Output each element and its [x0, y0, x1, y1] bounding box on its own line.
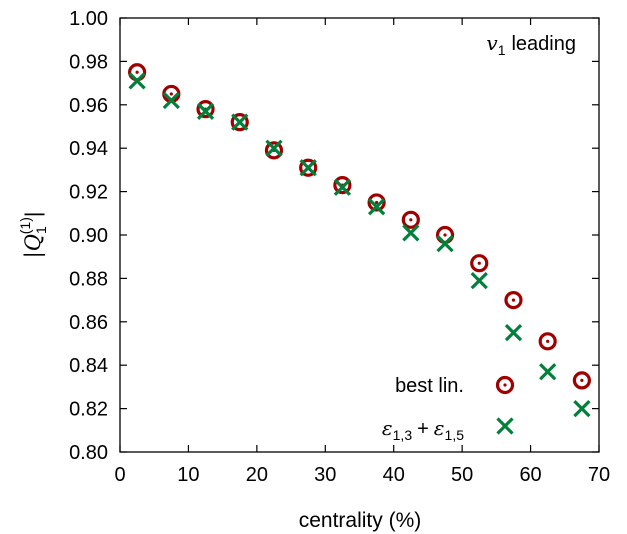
point-eps [496, 417, 514, 435]
point-eps [504, 324, 523, 342]
legend: best lin. ε1,3 + ε1,5 [382, 375, 515, 443]
legend-marker-eps [496, 417, 514, 435]
point-eps [128, 72, 146, 90]
point-eps [162, 91, 180, 110]
point-best-lin [367, 193, 386, 212]
x-tick-label: 0 [114, 464, 125, 486]
y-tick-label: 0.96 [69, 95, 108, 117]
legend-label-best-lin: best lin. [395, 375, 464, 397]
point-best-lin [470, 254, 489, 273]
plot-frame [119, 17, 600, 453]
x-tick-label: 60 [519, 464, 541, 486]
y-tick-label: 0.84 [69, 355, 108, 377]
x-tick-label: 30 [314, 464, 336, 486]
y-tick-label: 0.98 [69, 51, 108, 73]
legend-marker-best-lin [495, 375, 515, 395]
point-eps [265, 139, 283, 157]
y-tick-label: 0.80 [69, 442, 108, 464]
point-eps [402, 224, 420, 242]
point-best-lin [538, 332, 557, 351]
x-axis-label: centrality (%) [299, 509, 422, 532]
x-tick-label: 40 [383, 464, 405, 486]
x-tick-label: 20 [246, 464, 268, 486]
annotation: v1 leading [486, 31, 576, 58]
data-marks [128, 63, 591, 418]
point-eps [231, 113, 249, 131]
point-eps [573, 399, 591, 418]
point-best-lin [495, 375, 515, 395]
y-tick-label: 0.94 [69, 138, 108, 160]
y-tick-label: 0.86 [69, 312, 108, 334]
point-eps [333, 178, 352, 196]
y-tick-label: 1.00 [69, 8, 108, 30]
x-tick-label: 70 [588, 464, 610, 486]
legend-label-eps: ε1,3 + ε1,5 [382, 416, 464, 443]
point-eps [539, 363, 557, 381]
point-eps [436, 235, 454, 253]
y-tick-label: 0.88 [69, 268, 108, 290]
point-eps [367, 198, 386, 216]
point-best-lin [401, 210, 420, 229]
point-best-lin [572, 371, 591, 390]
y-tick-label: 0.90 [69, 225, 108, 247]
point-best-lin [504, 291, 523, 310]
x-tick-label: 50 [451, 464, 473, 486]
x-tick-label: 10 [177, 464, 199, 486]
point-eps [470, 271, 488, 290]
y-tick-label: 0.82 [69, 399, 108, 421]
y-tick-label: 0.92 [69, 182, 108, 204]
axis-ticks: 0 10 20 30 40 50 60 70 0.80 0.82 0.84 0.86 0.88 0.90 0… [69, 8, 610, 486]
point-eps [299, 159, 317, 177]
point-eps [196, 102, 215, 120]
y-axis-label: |Q1(1)| [17, 212, 49, 259]
